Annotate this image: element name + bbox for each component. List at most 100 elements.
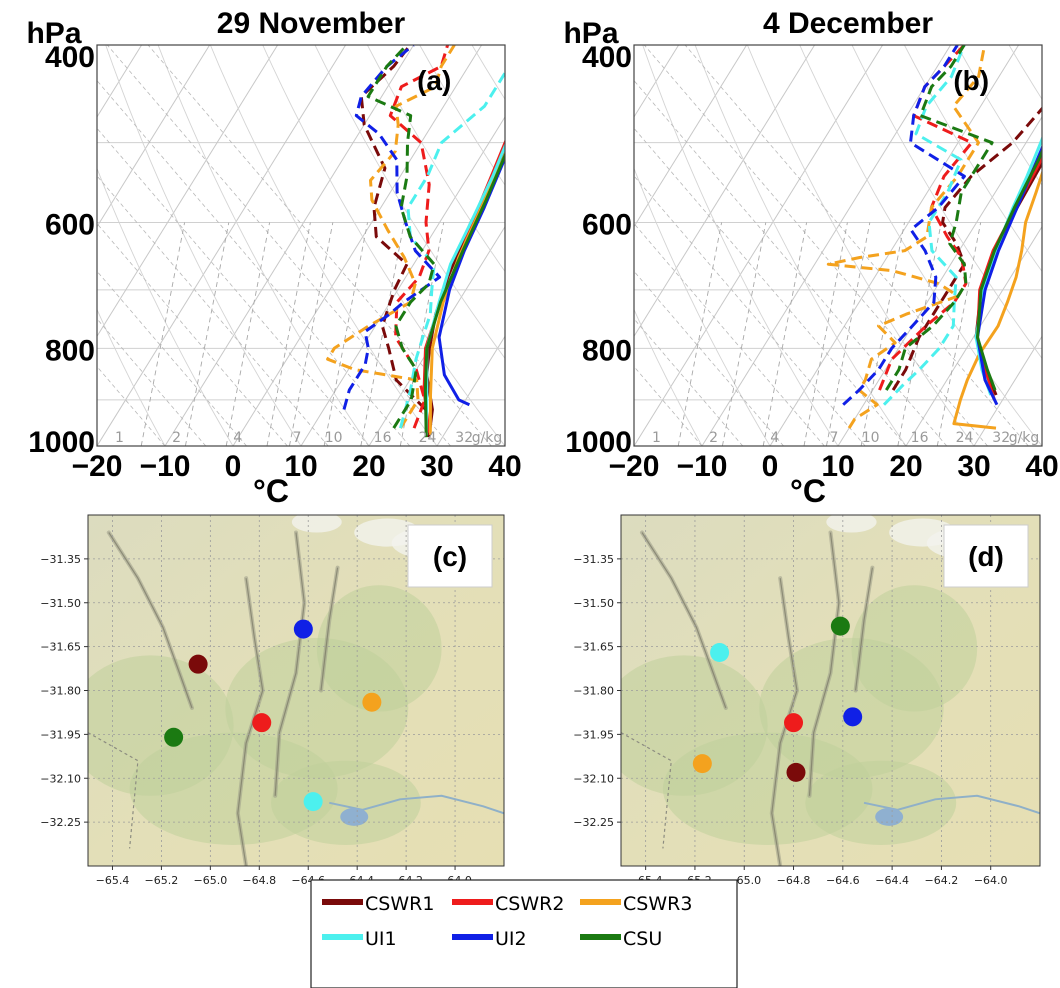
dewpoint-line-UI2	[342, 45, 442, 410]
mixing-ratio-line	[323, 222, 368, 446]
temperature-tick-label: −20	[72, 450, 123, 483]
mixing-ratio-line	[897, 222, 942, 446]
station-marker-UI2	[843, 707, 863, 727]
station-marker-UI2	[293, 619, 313, 639]
isotherm-line	[973, 335, 1042, 446]
isotherm-line	[573, 45, 822, 446]
temperature-tick-label: 20	[352, 450, 385, 483]
x-tick-label: −64.8	[777, 874, 811, 887]
map-panel-(c): (c) −31.35 −31.50 −31.65 −31.80 −31.95 −32.10 −…	[40, 514, 505, 887]
dry-adiabat	[838, 45, 1060, 446]
mixing-ratio-line	[825, 222, 871, 446]
reservoir	[340, 807, 369, 826]
dry-adiabat	[262, 45, 505, 446]
province-boundary	[621, 732, 672, 849]
moist-adiabat	[147, 45, 492, 446]
moist-adiabat	[634, 80, 948, 446]
temperature-tick-label: 30	[420, 450, 453, 483]
mixing-ratio-line	[936, 222, 982, 446]
dry-adiabat	[1008, 45, 1042, 101]
terrain-highlight	[354, 518, 421, 547]
skewt-plot-area	[634, 45, 1042, 446]
panel-title: 29 November	[217, 7, 406, 40]
x-tick-label: −65.0	[193, 874, 227, 887]
y-tick-label: −32.25	[573, 816, 614, 829]
plot-frame	[96, 44, 506, 447]
dry-adiabat	[471, 45, 505, 101]
dry-adiabat	[97, 308, 166, 446]
dewpoint-line-CSWR1	[359, 45, 427, 411]
dry-adiabat	[209, 45, 438, 446]
mixing-ratio-label: 4	[770, 430, 779, 446]
mixing-ratio-line	[225, 222, 271, 446]
isotherm-line	[701, 45, 952, 446]
dry-adiabat	[629, 45, 981, 446]
isotherm-line	[634, 45, 816, 338]
terrain-lowland	[88, 655, 234, 796]
isotherm-line	[0, 45, 74, 446]
temperature-tick-label: 10	[821, 450, 854, 483]
moist-adiabat	[97, 127, 370, 446]
terrain-lowland	[805, 760, 957, 845]
x-axis-label: °C	[253, 473, 289, 509]
temperature-tick-label: 10	[284, 450, 317, 483]
y-tick-label: −31.80	[40, 685, 81, 698]
mixing-ratio-label: 1	[115, 430, 124, 446]
mixing-ratio-line	[288, 222, 334, 446]
dry-adiabat	[97, 444, 98, 446]
y-tick-label: −32.10	[40, 772, 81, 785]
pressure-tick-label: 1000	[28, 426, 95, 459]
dewpoint-line-CSWR2	[388, 45, 450, 429]
panel-label-box	[407, 524, 493, 588]
terrain-highlight	[826, 515, 877, 533]
mixing-ratio-label: 16	[374, 430, 392, 446]
station-marker-CSWR3	[362, 692, 382, 712]
legend-label-UI2: UI2	[495, 928, 527, 950]
terrain-lowland	[621, 655, 768, 796]
dry-adiabat	[746, 45, 975, 446]
isotherm-line	[0, 45, 6, 446]
dry-adiabat	[314, 45, 505, 360]
temperature-line-UI2	[437, 154, 505, 407]
legend-label-CSU: CSU	[623, 928, 662, 950]
panel-title: 4 December	[763, 7, 933, 40]
station-marker-CSWR2	[252, 713, 272, 733]
pressure-tick-label: 1000	[565, 426, 632, 459]
temperature-line-CSU	[976, 148, 1042, 391]
x-tick-label: −65.4	[96, 874, 130, 887]
mixing-ratio-line	[721, 222, 767, 446]
isotherm-line	[300, 116, 505, 446]
isotherm-line	[504, 445, 505, 446]
mixing-ratio-line	[762, 222, 808, 446]
temperature-tick-label: 0	[762, 450, 779, 483]
terrain-lowland	[851, 585, 978, 712]
terrain-lowland	[271, 760, 421, 845]
dewpoint-line-UI1	[882, 45, 966, 406]
isotherm-line	[634, 45, 884, 446]
mixing-ratio-unit: g/kg	[1009, 430, 1040, 446]
dry-adiabat	[634, 444, 635, 446]
moist-adiabat	[97, 80, 411, 446]
station-marker-UI1	[303, 792, 323, 812]
dry-adiabat	[634, 167, 771, 446]
mixing-ratio-label: 32	[455, 430, 473, 446]
mountain-ridge-line	[855, 567, 873, 691]
temperature-tick-label: 20	[889, 450, 922, 483]
pressure-tick-label: 600	[45, 208, 95, 241]
moist-adiabat	[634, 222, 825, 446]
mixing-ratio-line	[360, 222, 405, 446]
mixing-ratio-label: 2	[172, 430, 181, 446]
panel-label: (c)	[433, 541, 467, 572]
dry-adiabat	[694, 45, 907, 446]
legend-label-UI1: UI1	[365, 928, 397, 950]
y-tick-label: −31.95	[40, 728, 81, 741]
moist-adiabat	[106, 45, 451, 446]
mixing-ratio-line	[677, 222, 723, 446]
temperature-tick-label: −20	[609, 450, 660, 483]
isotherm-line	[634, 45, 748, 228]
y-tick-label: −31.50	[573, 597, 614, 610]
temperature-tick-label: 40	[1025, 450, 1058, 483]
station-marker-CSU	[164, 727, 184, 747]
plot-frame	[633, 44, 1043, 447]
